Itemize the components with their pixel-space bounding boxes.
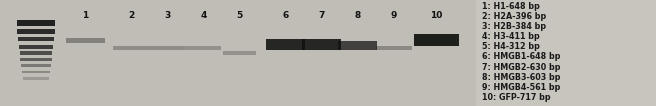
Bar — [20, 58, 52, 61]
Text: 2: H2A-396 bp: 2: H2A-396 bp — [482, 12, 546, 21]
Text: 4: H3-411 bp: 4: H3-411 bp — [482, 32, 540, 41]
Bar — [375, 46, 412, 50]
Bar — [223, 51, 256, 55]
Text: 6: HMGB1-648 bp: 6: HMGB1-648 bp — [482, 52, 561, 61]
Bar — [20, 51, 52, 55]
Text: 1: 1 — [82, 11, 89, 20]
Text: 1: H1-648 bp: 1: H1-648 bp — [482, 2, 540, 11]
Text: 10: GFP-717 bp: 10: GFP-717 bp — [482, 93, 551, 102]
Bar — [17, 20, 55, 26]
Bar — [185, 46, 221, 50]
Bar — [22, 71, 50, 73]
Text: 5: H4-312 bp: 5: H4-312 bp — [482, 42, 540, 51]
Bar — [150, 46, 185, 50]
Bar — [302, 40, 341, 50]
Bar — [414, 34, 459, 46]
Text: 2: 2 — [128, 11, 134, 20]
Text: 8: HMGB3-603 bp: 8: HMGB3-603 bp — [482, 73, 561, 82]
Bar — [23, 77, 49, 80]
Bar — [18, 37, 54, 41]
Text: 9: 9 — [390, 11, 397, 20]
Bar — [0, 0, 476, 106]
Text: 3: H2B-384 bp: 3: H2B-384 bp — [482, 22, 546, 31]
Text: 6: 6 — [282, 11, 289, 20]
Bar — [266, 39, 305, 50]
Bar — [338, 41, 377, 50]
Text: 3: 3 — [164, 11, 171, 20]
Text: 9: HMGB4-561 bp: 9: HMGB4-561 bp — [482, 83, 560, 92]
Bar — [17, 29, 55, 34]
Text: 5: 5 — [236, 11, 243, 20]
Text: 7: 7 — [318, 11, 325, 20]
Bar — [66, 38, 105, 43]
Text: 8: 8 — [354, 11, 361, 20]
Bar — [21, 64, 51, 67]
Text: 7: HMGB2-630 bp: 7: HMGB2-630 bp — [482, 63, 561, 72]
Text: 4: 4 — [200, 11, 207, 20]
Text: 10: 10 — [430, 11, 442, 20]
Bar — [113, 46, 150, 50]
Bar — [19, 45, 53, 49]
